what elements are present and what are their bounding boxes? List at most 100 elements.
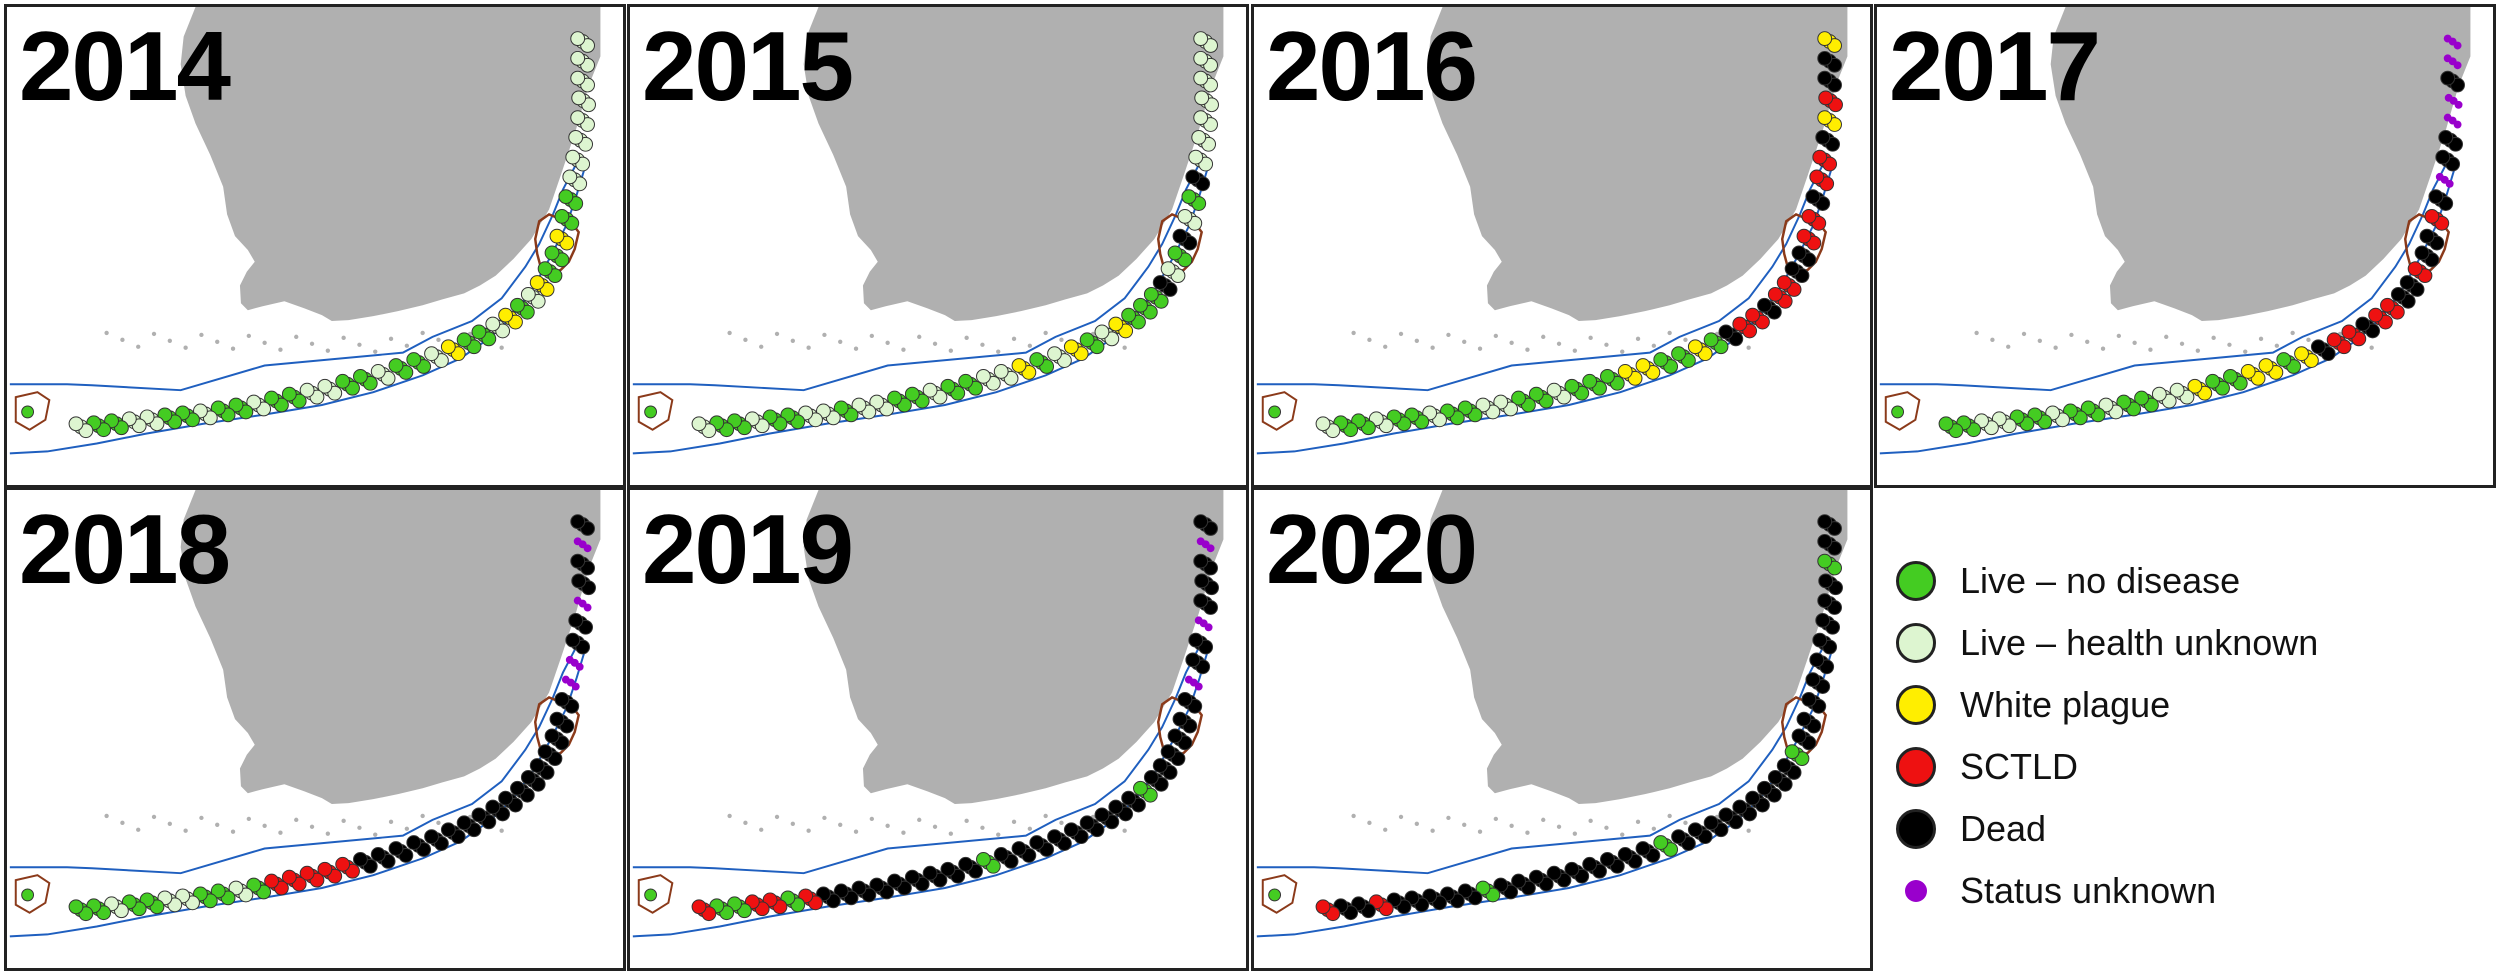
shoal bbox=[325, 348, 331, 353]
site-marker bbox=[976, 368, 991, 384]
shoal bbox=[964, 818, 969, 824]
site-marker bbox=[1493, 394, 1509, 410]
shoal bbox=[2006, 344, 2011, 349]
shoal bbox=[1011, 819, 1017, 825]
site-marker bbox=[1817, 514, 1833, 530]
shoal bbox=[499, 345, 504, 350]
shoal bbox=[1414, 338, 1419, 343]
site-marker bbox=[1817, 110, 1833, 126]
site-marker bbox=[406, 835, 422, 850]
shoal bbox=[996, 349, 1001, 354]
shoal bbox=[104, 330, 109, 336]
shoal bbox=[215, 822, 220, 827]
site-marker bbox=[2399, 275, 2415, 290]
site-marker bbox=[1193, 31, 1209, 47]
site-marker bbox=[1784, 261, 1800, 277]
site-marker bbox=[1528, 869, 1544, 885]
site-marker bbox=[210, 883, 226, 899]
shoal bbox=[2227, 342, 2232, 347]
shoal bbox=[806, 345, 811, 350]
site-marker bbox=[575, 662, 584, 671]
site-marker bbox=[1938, 416, 1954, 432]
site-marker bbox=[958, 373, 974, 389]
site-marker bbox=[1152, 275, 1168, 290]
site-marker bbox=[21, 888, 35, 902]
site-marker bbox=[1617, 364, 1633, 379]
site-marker bbox=[335, 856, 351, 872]
site-marker bbox=[1191, 129, 1207, 145]
shoal bbox=[1541, 817, 1546, 823]
site-marker bbox=[2151, 386, 2167, 402]
site-marker bbox=[471, 324, 487, 340]
site-marker bbox=[1817, 553, 1833, 569]
florida-map bbox=[1256, 490, 1848, 938]
site-marker bbox=[1546, 865, 1562, 881]
shoal bbox=[1746, 828, 1751, 833]
site-marker bbox=[2419, 228, 2435, 244]
shoal bbox=[727, 813, 732, 819]
shoal bbox=[1651, 343, 1657, 348]
site-marker bbox=[1079, 332, 1095, 348]
shoal bbox=[309, 341, 315, 346]
site-marker bbox=[1047, 346, 1062, 362]
site-marker bbox=[1703, 332, 1719, 348]
shoal bbox=[1556, 824, 1562, 829]
shoal bbox=[917, 334, 922, 340]
site-marker bbox=[2098, 397, 2114, 413]
legend-item-sctld: SCTLD bbox=[1890, 736, 2490, 798]
site-marker bbox=[440, 339, 456, 355]
site-marker bbox=[1268, 888, 1282, 902]
green-circle-icon bbox=[1890, 555, 1942, 607]
site-marker bbox=[520, 286, 536, 302]
site-marker bbox=[1687, 822, 1703, 838]
shoal bbox=[230, 829, 236, 834]
shoal bbox=[262, 340, 267, 345]
site-marker bbox=[1528, 386, 1544, 402]
site-marker bbox=[1815, 612, 1831, 628]
site-marker bbox=[485, 799, 501, 815]
site-marker bbox=[2435, 149, 2451, 165]
site-marker bbox=[1457, 883, 1473, 899]
shoal bbox=[1043, 330, 1048, 336]
site-marker bbox=[1784, 744, 1800, 760]
shoal bbox=[1477, 829, 1483, 834]
florida-map bbox=[632, 490, 1224, 938]
site-marker bbox=[1172, 711, 1188, 727]
site-marker bbox=[370, 847, 386, 862]
legend-label: Live – health unknown bbox=[1960, 622, 2319, 663]
shoal bbox=[183, 345, 188, 350]
site-marker bbox=[562, 169, 578, 185]
sanctuary-boundary bbox=[9, 638, 587, 938]
site-marker bbox=[570, 31, 586, 47]
site-marker bbox=[1196, 537, 1205, 546]
shoal bbox=[1027, 343, 1033, 348]
shoal bbox=[901, 830, 906, 835]
shoal bbox=[1635, 819, 1641, 825]
site-marker bbox=[2414, 245, 2430, 261]
site-marker bbox=[2116, 394, 2132, 410]
shoal bbox=[151, 814, 157, 820]
site-marker bbox=[1564, 378, 1580, 394]
shoal bbox=[790, 338, 795, 343]
shoal bbox=[1588, 335, 1593, 341]
map-panel-2018: 2018 bbox=[4, 487, 626, 971]
site-marker bbox=[644, 888, 658, 902]
shoal bbox=[1604, 342, 1609, 347]
site-marker bbox=[1776, 275, 1792, 290]
shoal bbox=[1462, 822, 1467, 827]
site-marker bbox=[228, 397, 244, 413]
shoal bbox=[1011, 336, 1017, 342]
site-marker bbox=[1635, 358, 1651, 373]
shoal bbox=[436, 337, 441, 342]
shoal bbox=[885, 823, 890, 828]
shoal bbox=[1493, 333, 1499, 339]
site-marker bbox=[2454, 100, 2463, 109]
shoal bbox=[2179, 341, 2185, 346]
shoal bbox=[901, 347, 906, 352]
site-marker bbox=[976, 851, 991, 867]
shoal bbox=[2211, 335, 2216, 341]
shoal bbox=[215, 339, 220, 344]
site-marker bbox=[1177, 208, 1193, 224]
site-marker bbox=[281, 386, 297, 402]
site-marker bbox=[2169, 382, 2185, 398]
